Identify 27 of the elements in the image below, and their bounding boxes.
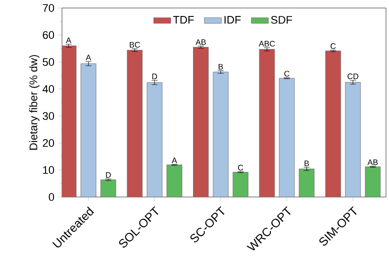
bar (364, 166, 381, 197)
bar (232, 172, 248, 197)
legend-label: SDF (271, 16, 292, 24)
legend-label: IDF (224, 16, 241, 24)
bar (259, 49, 275, 197)
bar (126, 50, 143, 197)
bar (298, 168, 314, 197)
bar (279, 78, 295, 197)
bar (166, 164, 182, 197)
y-tick-label: 60 (42, 31, 54, 39)
y-tick-label: 30 (42, 112, 54, 120)
bar (146, 82, 162, 197)
y-tick-label: 0 (48, 193, 54, 201)
y-tick-label: 20 (42, 139, 54, 147)
legend-label: TDF (173, 16, 194, 24)
bar (100, 180, 116, 197)
bar (193, 46, 209, 197)
y-tick-label: 10 (43, 166, 54, 174)
bar (325, 50, 341, 197)
bar (80, 63, 96, 197)
y-tick-label: 70 (42, 4, 54, 12)
y-tick-label: 40 (42, 85, 54, 93)
y-tick-label: 50 (42, 58, 54, 66)
bar (212, 72, 228, 197)
y-axis-title: Dietary fiber (% dw) (29, 55, 40, 150)
bar (62, 46, 76, 197)
bar (345, 82, 361, 197)
